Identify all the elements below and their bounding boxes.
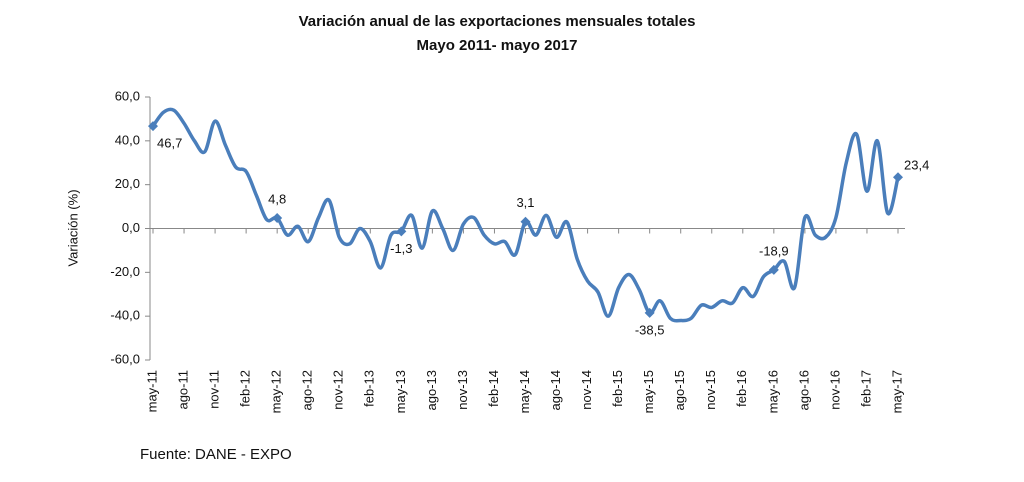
- x-tick-label: nov-12: [331, 370, 346, 410]
- x-tick-label: ago-14: [548, 370, 563, 410]
- chart-title: Variación anual de las exportaciones men…: [299, 13, 696, 30]
- data-label: -18,9: [759, 243, 789, 258]
- x-tick-label: ago-13: [424, 370, 439, 410]
- x-tick-label: nov-14: [579, 370, 594, 410]
- data-label: 23,4: [904, 158, 929, 173]
- x-tick-label: may-13: [393, 370, 408, 413]
- data-label: 3,1: [516, 195, 534, 210]
- chart-subtitle: Mayo 2011- mayo 2017: [417, 37, 578, 54]
- data-label: 46,7: [157, 136, 182, 151]
- y-tick-label: 60,0: [115, 88, 140, 103]
- x-tick-label: may-17: [889, 370, 904, 413]
- x-tick-label: nov-15: [703, 370, 718, 410]
- y-tick-label: 40,0: [115, 132, 140, 147]
- data-label: -1,3: [390, 241, 412, 256]
- x-tick-label: may-11: [144, 370, 159, 412]
- data-label: 4,8: [268, 191, 286, 206]
- point-marker: [768, 264, 779, 275]
- point-marker: [520, 216, 531, 227]
- x-tick-label: nov-16: [827, 370, 842, 410]
- x-tick-label: nov-11: [207, 370, 222, 409]
- point-marker: [396, 226, 407, 237]
- x-tick-label: may-14: [517, 370, 532, 413]
- x-tick-label: ago-15: [672, 370, 687, 410]
- x-tick-label: feb-16: [734, 370, 749, 407]
- x-tick-label: ago-16: [796, 370, 811, 410]
- x-tick-label: nov-13: [455, 370, 470, 410]
- data-label: -38,5: [635, 322, 665, 337]
- y-axis-label: Variación (%): [65, 189, 80, 266]
- x-tick-label: may-16: [765, 370, 780, 413]
- source-note: Fuente: DANE - EXPO: [140, 446, 292, 463]
- point-marker: [893, 172, 903, 183]
- x-tick-label: ago-11: [175, 370, 190, 410]
- x-tick-label: feb-15: [610, 370, 625, 407]
- x-tick-label: ago-12: [300, 370, 315, 410]
- y-tick-label: 0,0: [122, 220, 140, 235]
- y-tick-label: -40,0: [110, 308, 140, 323]
- y-tick-label: -60,0: [110, 351, 140, 366]
- x-tick-label: feb-14: [486, 370, 501, 407]
- point-marker: [644, 307, 655, 318]
- series-line: [151, 107, 900, 323]
- x-tick-label: feb-13: [362, 370, 377, 407]
- x-tick-label: may-12: [269, 370, 284, 413]
- x-tick-label: feb-12: [238, 370, 253, 407]
- y-tick-label: 20,0: [115, 176, 140, 191]
- point-marker: [272, 212, 283, 223]
- x-tick-label: feb-17: [858, 370, 873, 407]
- x-tick-label: may-15: [641, 370, 656, 413]
- point-marker: [148, 121, 158, 132]
- y-tick-label: -20,0: [110, 264, 140, 279]
